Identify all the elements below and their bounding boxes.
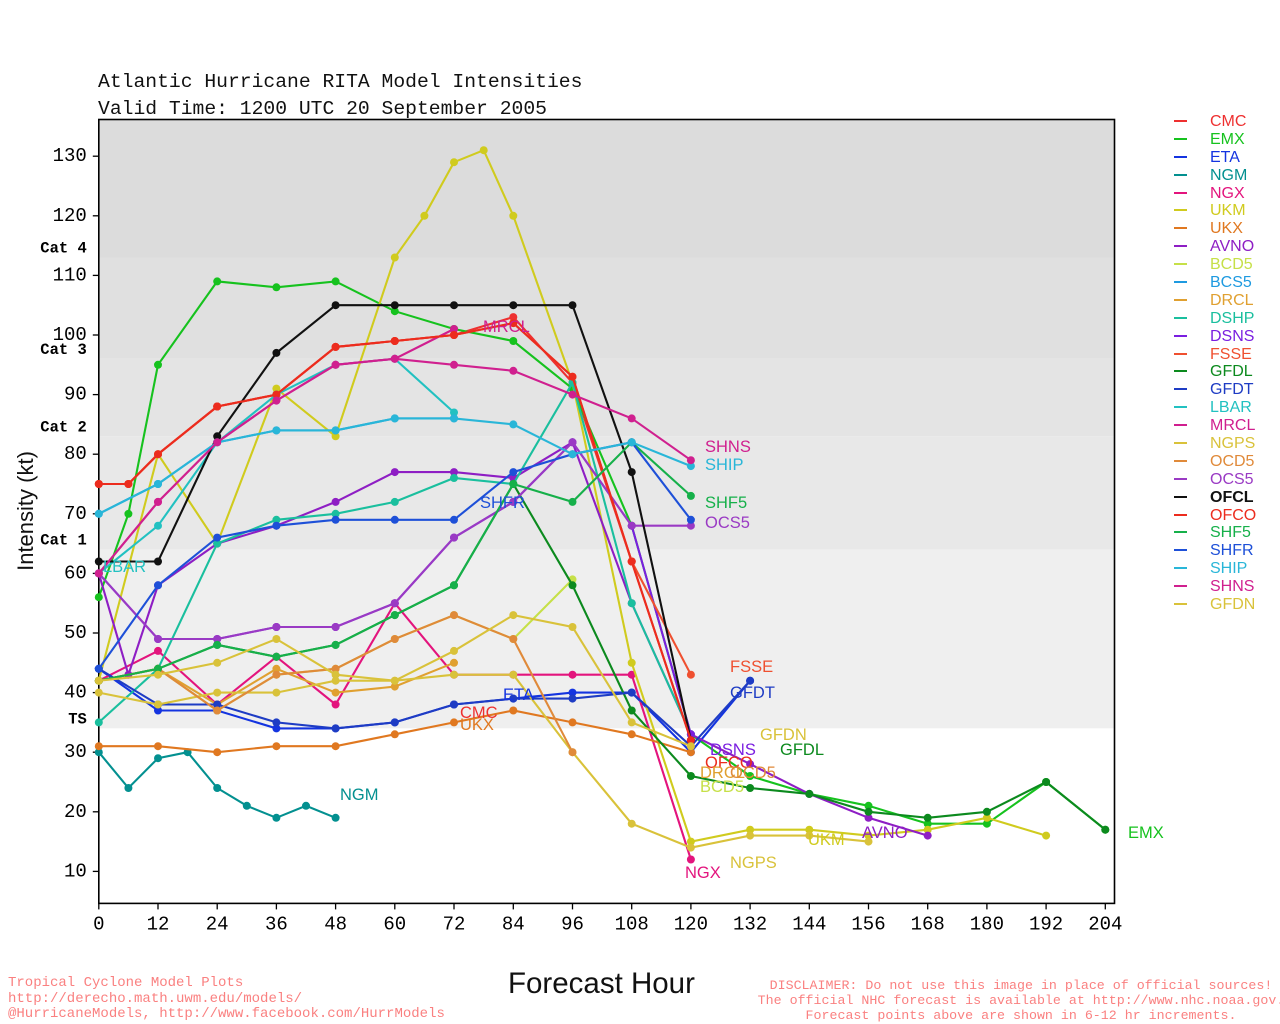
svg-text:60: 60 (383, 913, 406, 935)
svg-text:156: 156 (851, 913, 885, 935)
svg-text:FSSE: FSSE (730, 658, 773, 676)
svg-text:20: 20 (64, 801, 87, 823)
svg-text:40: 40 (64, 682, 87, 704)
svg-text:UKX: UKX (460, 716, 494, 734)
svg-text:SHNS: SHNS (705, 438, 751, 456)
svg-text:Cat 2: Cat 2 (40, 418, 87, 436)
svg-text:132: 132 (733, 913, 767, 935)
svg-text:120: 120 (53, 205, 87, 227)
svg-text:192: 192 (1029, 913, 1063, 935)
svg-text:NGM: NGM (340, 786, 379, 804)
svg-text:10: 10 (64, 860, 87, 882)
svg-text:Cat 3: Cat 3 (40, 341, 87, 359)
svg-text:BCD5: BCD5 (700, 778, 744, 796)
svg-text:144: 144 (792, 913, 826, 935)
svg-text:50: 50 (64, 622, 87, 644)
svg-text:SHFR: SHFR (480, 494, 525, 512)
svg-text:LBAR: LBAR (103, 558, 146, 576)
svg-text:60: 60 (64, 562, 87, 584)
svg-text:0: 0 (93, 913, 104, 935)
svg-text:72: 72 (443, 913, 466, 935)
svg-text:70: 70 (64, 503, 87, 525)
svg-text:24: 24 (206, 913, 229, 935)
svg-text:180: 180 (970, 913, 1004, 935)
svg-text:168: 168 (911, 913, 945, 935)
svg-text:GFDL: GFDL (780, 741, 824, 759)
svg-text:MRCL: MRCL (483, 318, 530, 336)
svg-text:30: 30 (64, 741, 87, 763)
svg-text:120: 120 (674, 913, 708, 935)
svg-text:12: 12 (147, 913, 170, 935)
svg-text:TS: TS (68, 710, 87, 728)
svg-text:Cat 4: Cat 4 (40, 240, 87, 258)
svg-text:GFDT: GFDT (730, 684, 775, 702)
svg-text:110: 110 (53, 264, 87, 286)
svg-text:UKM: UKM (808, 831, 845, 849)
svg-text:NGPS: NGPS (730, 854, 777, 872)
svg-text:EMX: EMX (1128, 824, 1164, 842)
svg-text:NGX: NGX (685, 864, 721, 882)
svg-text:96: 96 (561, 913, 584, 935)
svg-text:OCS5: OCS5 (705, 514, 750, 532)
svg-text:AVNO: AVNO (862, 824, 908, 842)
svg-text:108: 108 (615, 913, 649, 935)
svg-text:130: 130 (53, 145, 87, 167)
svg-text:84: 84 (502, 913, 525, 935)
svg-text:204: 204 (1088, 913, 1122, 935)
svg-text:90: 90 (64, 384, 87, 406)
svg-text:48: 48 (324, 913, 347, 935)
svg-text:36: 36 (265, 913, 288, 935)
svg-text:ETA: ETA (503, 686, 534, 704)
svg-text:SHF5: SHF5 (705, 494, 747, 512)
svg-text:Cat 1: Cat 1 (40, 532, 87, 550)
svg-text:SHIP: SHIP (705, 456, 744, 474)
svg-text:80: 80 (64, 443, 87, 465)
